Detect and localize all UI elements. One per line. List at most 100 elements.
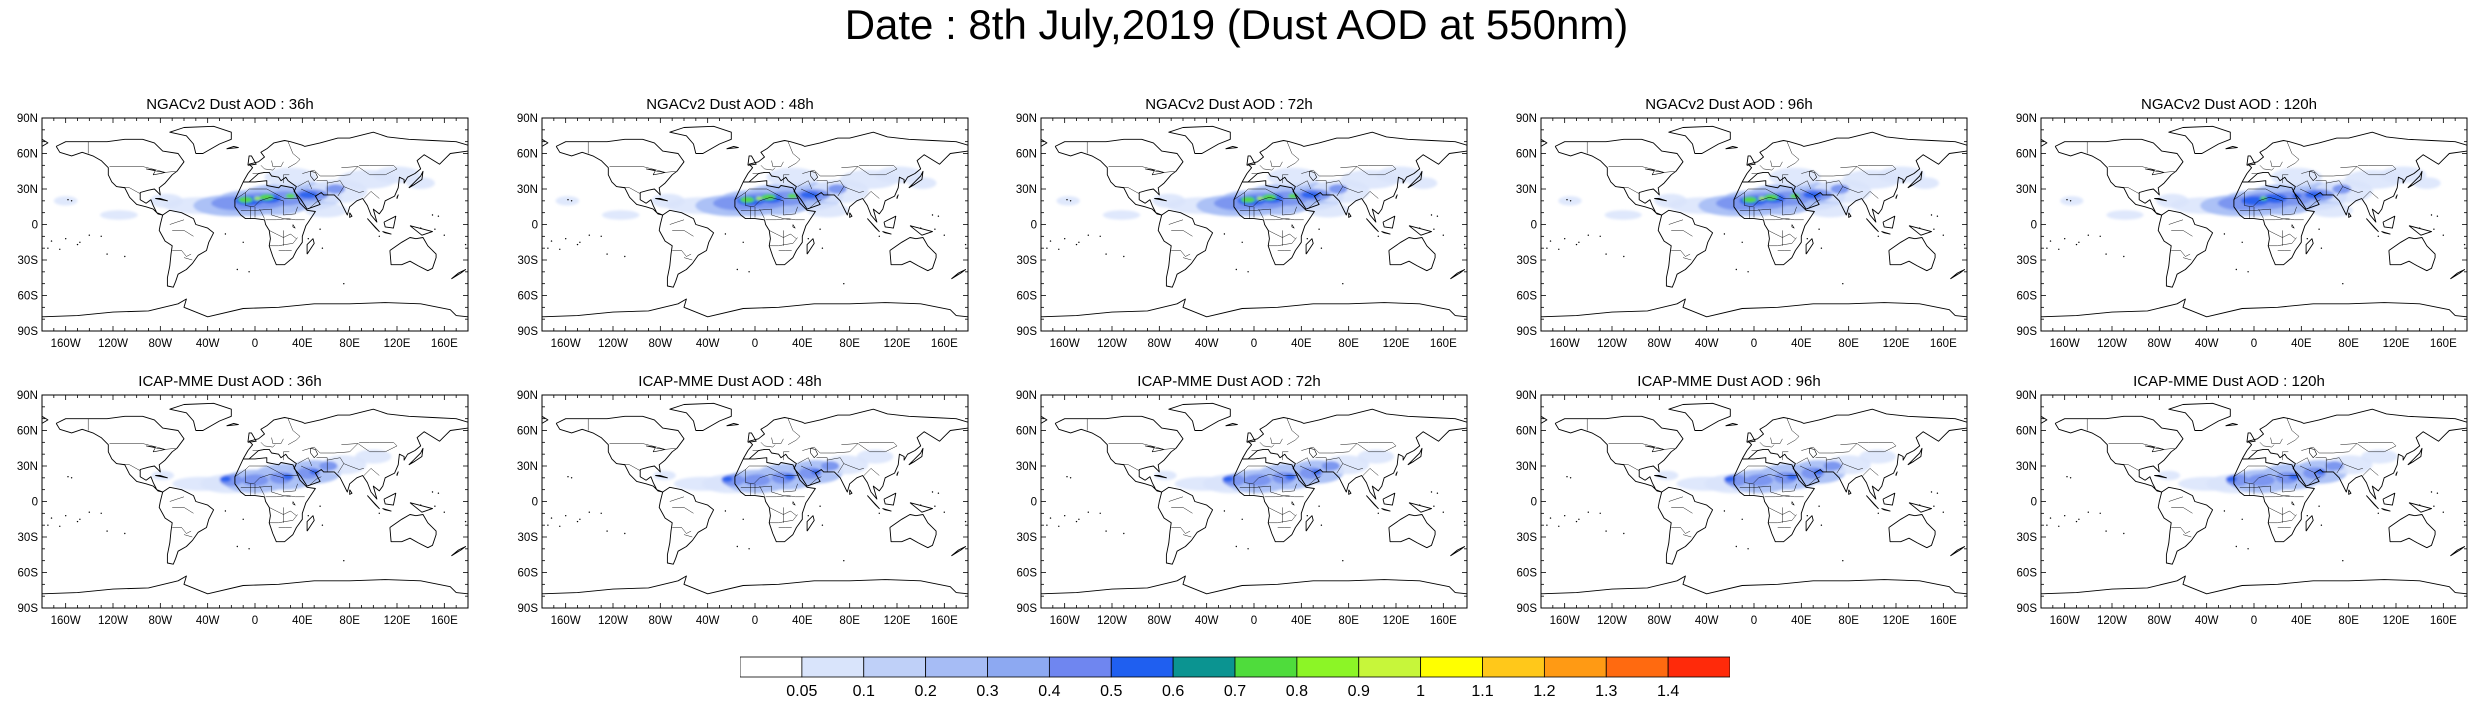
aod-contour — [2247, 474, 2275, 487]
aod-contour — [1321, 461, 1340, 471]
lon-tick-label: 40E — [792, 615, 813, 627]
aod-contour — [725, 477, 732, 481]
panel-title: NGACv2 Dust AOD : 36h — [146, 96, 314, 113]
aod-contour — [2260, 196, 2267, 201]
dust-map: 90N 60N 30N 0 30S 60S 90S 160W 120W 80W 40W 0 40E 80E… — [1016, 390, 1468, 627]
lat-tick-label: 90S — [18, 603, 39, 615]
lat-tick-label: 0 — [1031, 497, 1037, 509]
dust-map: 90N 60N 30N 0 30S 60S 90S 160W 120W 80W 40W 0 40E 80E… — [17, 113, 469, 350]
lon-tick-label: 120E — [884, 615, 911, 627]
aod-contour — [740, 196, 755, 203]
aod-contour — [800, 191, 820, 199]
ocean-background — [542, 395, 968, 608]
aod-contour — [285, 193, 296, 199]
colorbar-swatch — [1172, 656, 1236, 678]
lon-tick-label: 120E — [384, 615, 411, 627]
lon-tick-label: 0 — [752, 338, 758, 350]
lat-tick-label: 0 — [1031, 220, 1037, 232]
lon-tick-label: 80W — [1148, 338, 1172, 350]
lon-tick-label: 40E — [1791, 615, 1812, 627]
islands — [47, 199, 467, 285]
tick-marks — [541, 117, 969, 332]
ocean-background — [1541, 395, 1967, 608]
panel-title: ICAP-MME Dust AOD : 120h — [2133, 373, 2325, 390]
coastlines — [1541, 402, 1967, 595]
tick-marks — [541, 394, 969, 609]
colorbar-swatch — [1234, 656, 1298, 678]
lon-tick-label: 160E — [431, 615, 458, 627]
aod-contour — [755, 196, 763, 201]
aod-contour — [2265, 194, 2280, 201]
dust-map: 90N 60N 30N 0 30S 60S 90S 160W 120W 80W 40W 0 40E 80E… — [17, 390, 469, 627]
lon-tick-label: 80E — [1338, 615, 1359, 627]
lon-tick-label: 0 — [252, 338, 258, 350]
lat-tick-label: 90S — [518, 603, 539, 615]
lon-tick-label: 160W — [2050, 615, 2080, 627]
lon-tick-label: 40W — [1695, 615, 1719, 627]
colorbar-label: 0.3 — [976, 683, 998, 698]
lat-tick-label: 90S — [1517, 326, 1538, 338]
aod-contour — [406, 177, 435, 189]
lat-tick-label: 90N — [1516, 390, 1537, 402]
aod-contour — [1745, 474, 1773, 487]
aod-contour — [761, 194, 776, 201]
colorbar-label: 0.5 — [1100, 683, 1122, 698]
lat-tick-label: 0 — [2031, 220, 2037, 232]
aod-contour — [1830, 184, 1850, 194]
tick-marks — [1540, 117, 1968, 332]
lat-tick-label: 60N — [1516, 149, 1537, 161]
colorbar-label: 0.9 — [1348, 683, 1370, 698]
aod-contour — [2271, 167, 2323, 187]
colorbar-label: 1 — [1416, 683, 1425, 698]
lat-tick-label: 30S — [2017, 532, 2038, 544]
lat-tick-label: 30S — [1017, 255, 1038, 267]
lon-tick-label: 80W — [1148, 615, 1172, 627]
map-panel-ngac-72: NGACv2 Dust AOD : 72h 90N 60N 30N 0 30S 60S 90S… — [999, 95, 1468, 350]
country-borders — [1086, 141, 1397, 261]
lon-tick-label: 80E — [2338, 338, 2359, 350]
lat-tick-label: 60N — [17, 149, 38, 161]
aod-contour — [1859, 449, 1896, 464]
aod-contour — [827, 184, 847, 194]
lat-tick-label: 30S — [18, 532, 39, 544]
dust-map: 90N 60N 30N 0 30S 60S 90S 160W 120W 80W 40W 0 40E 80E… — [517, 113, 969, 350]
lat-tick-label: 90N — [517, 113, 538, 125]
lon-tick-label: 80W — [2148, 338, 2172, 350]
lat-tick-label: 60S — [2017, 568, 2038, 580]
lon-tick-label: 40E — [2291, 615, 2312, 627]
lat-tick-label: 0 — [2031, 497, 2037, 509]
aod-contour — [1911, 177, 1939, 189]
colorbar-label: 0.8 — [1286, 683, 1308, 698]
colorbar-label: 1.4 — [1657, 683, 1679, 698]
colorbar-label: 0.1 — [853, 683, 875, 698]
lat-tick-label: 60S — [1017, 568, 1038, 580]
tick-marks — [2040, 394, 2468, 609]
lat-tick-label: 90S — [518, 326, 539, 338]
ocean-background — [1041, 118, 1467, 331]
panel-title: NGACv2 Dust AOD : 120h — [2141, 96, 2317, 113]
lon-tick-label: 0 — [2251, 338, 2257, 350]
aod-contour — [2060, 196, 2084, 206]
lat-tick-label: 60S — [518, 291, 539, 303]
aod-contour — [1241, 196, 1256, 203]
aod-contour — [1285, 473, 1297, 480]
lon-tick-label: 160E — [931, 338, 958, 350]
colorbar-swatch — [1667, 656, 1730, 678]
lon-tick-label: 160W — [1050, 615, 1080, 627]
coastlines — [1041, 402, 1467, 595]
aod-contour — [875, 166, 923, 184]
lat-tick-label: 0 — [1531, 220, 1537, 232]
dust-map: 90N 60N 30N 0 30S 60S 90S 160W 120W 80W 40W 0 40E 80E… — [1516, 390, 1968, 627]
lat-tick-label: 60N — [17, 426, 38, 438]
lon-tick-label: 120E — [884, 338, 911, 350]
aod-contour — [151, 470, 175, 481]
map-panel-ngac-48: NGACv2 Dust AOD : 48h 90N 60N 30N 0 30S 60S 90S… — [500, 95, 969, 350]
lon-tick-label: 160W — [51, 338, 81, 350]
coastlines — [542, 125, 968, 318]
lat-tick-label: 60N — [517, 426, 538, 438]
islands — [547, 476, 967, 562]
lat-tick-label: 90S — [1017, 603, 1038, 615]
islands — [47, 476, 467, 562]
aod-contour — [1809, 203, 1852, 218]
aod-contour — [2229, 477, 2236, 481]
